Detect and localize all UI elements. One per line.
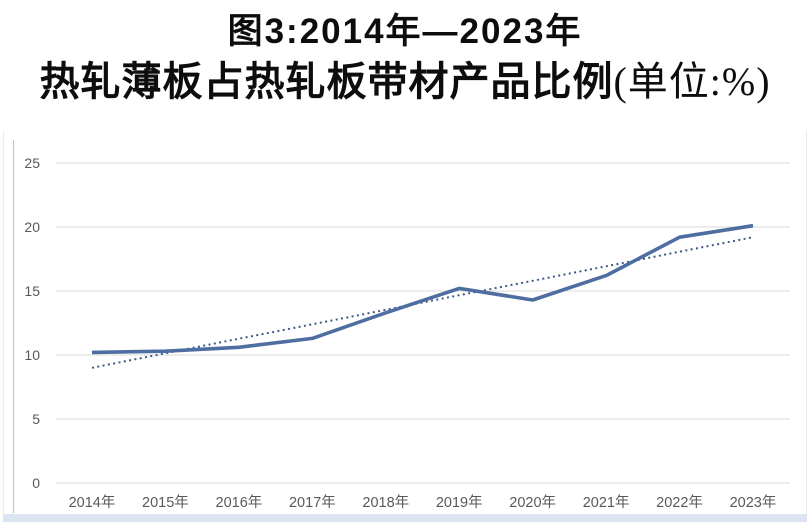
x-tick-label: 2017年 xyxy=(289,494,336,511)
x-tick-label: 2019年 xyxy=(436,494,483,511)
y-tick-label: 15 xyxy=(24,283,40,299)
chart-title-line2-main: 热轧薄板占热轧板带材产品比例 xyxy=(39,59,614,104)
x-tick-label: 2018年 xyxy=(362,494,409,511)
chart-title-line2: 热轧薄板占热轧板带材产品比例(单位:%) xyxy=(0,58,810,106)
x-tick-label: 2022年 xyxy=(656,494,703,511)
y-tick-label: 20 xyxy=(24,219,40,235)
y-tick-label: 0 xyxy=(32,475,40,491)
proportion-line-chart: 0 5 10 15 20 25 2014年 2015年 2016年 2017年 2018年 2019年… xyxy=(12,140,790,513)
x-tick-label: 2015年 xyxy=(142,494,189,511)
x-tick-label: 2016年 xyxy=(216,494,263,511)
right-edge-border xyxy=(806,130,807,522)
x-tick-label: 2020年 xyxy=(509,494,556,511)
y-tick-label: 10 xyxy=(24,347,40,363)
x-tick-label: 2021年 xyxy=(583,494,630,511)
x-tick-label: 2023年 xyxy=(730,494,777,511)
y-tick-label: 5 xyxy=(32,411,40,427)
chart-title-line1: 图3:2014年—2023年 xyxy=(227,12,583,51)
y-tick-label: 25 xyxy=(24,155,40,171)
series-line-solid xyxy=(91,223,754,355)
chart-title-unit: (单位:%) xyxy=(613,58,771,104)
left-edge-border xyxy=(3,130,4,522)
chart-title: 图3:2014年—2023年 热轧薄板占热轧板带材产品比例(单位:%) xyxy=(0,10,810,106)
bottom-strip xyxy=(3,514,807,522)
x-tick-label: 2014年 xyxy=(69,494,116,511)
